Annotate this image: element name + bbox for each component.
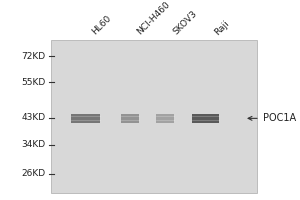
FancyBboxPatch shape xyxy=(156,114,174,123)
FancyBboxPatch shape xyxy=(71,114,100,123)
Text: NCI-H460: NCI-H460 xyxy=(136,0,172,37)
Text: POC1A: POC1A xyxy=(248,113,296,123)
FancyBboxPatch shape xyxy=(121,114,139,123)
Text: 72KD: 72KD xyxy=(22,52,46,61)
Text: Raji: Raji xyxy=(213,18,231,37)
Text: 55KD: 55KD xyxy=(21,78,46,87)
Text: SKOV3: SKOV3 xyxy=(171,9,199,37)
FancyBboxPatch shape xyxy=(192,114,219,123)
Text: 43KD: 43KD xyxy=(22,113,46,122)
FancyBboxPatch shape xyxy=(51,40,257,193)
Text: 26KD: 26KD xyxy=(22,169,46,178)
Text: 34KD: 34KD xyxy=(22,140,46,149)
Text: HL60: HL60 xyxy=(90,14,113,37)
